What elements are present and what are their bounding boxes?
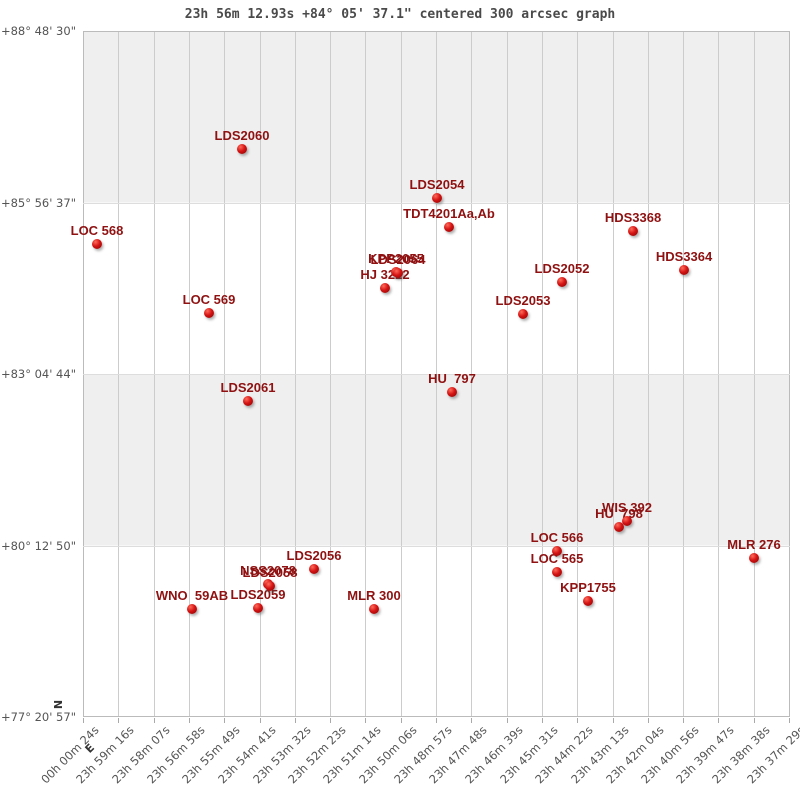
star-point[interactable] xyxy=(628,226,638,236)
star-label[interactable]: HDS3364 xyxy=(655,249,713,264)
x-tickmark-16 xyxy=(648,718,649,723)
star-point[interactable] xyxy=(557,277,567,287)
x-tickmark-9 xyxy=(401,718,402,723)
star-point[interactable] xyxy=(622,516,632,526)
x-tickmark-7 xyxy=(330,718,331,723)
north-indicator: N xyxy=(51,699,65,710)
star-label[interactable]: LDS2060 xyxy=(214,128,270,143)
star-label[interactable]: WNO 59AB xyxy=(155,588,229,603)
star-point[interactable] xyxy=(552,567,562,577)
star-label[interactable]: WIS 392 xyxy=(602,500,652,515)
star-label[interactable]: MLR 276 xyxy=(727,537,781,552)
star-point[interactable] xyxy=(243,396,253,406)
star-label[interactable]: KPP2055 xyxy=(368,251,424,266)
plot-hline-3 xyxy=(83,546,790,547)
star-point[interactable] xyxy=(92,239,102,249)
y-tick-label: +83° 04' 44" xyxy=(0,367,76,381)
x-tickmark-6 xyxy=(295,718,296,723)
star-point[interactable] xyxy=(447,387,457,397)
x-tickmark-14 xyxy=(577,718,578,723)
x-tickmark-11 xyxy=(471,718,472,723)
x-tickmark-15 xyxy=(613,718,614,723)
star-label[interactable]: LDS2064 xyxy=(370,252,426,267)
x-tickmark-19 xyxy=(754,718,755,723)
star-label[interactable]: LDS2058 xyxy=(242,565,298,580)
x-tickmark-17 xyxy=(683,718,684,723)
star-label[interactable]: LDS2053 xyxy=(495,293,551,308)
star-label[interactable]: LOC 566 xyxy=(530,530,584,545)
star-point[interactable] xyxy=(552,546,562,556)
x-tickmark-10 xyxy=(436,718,437,723)
star-point[interactable] xyxy=(444,222,454,232)
x-tickmark-2 xyxy=(154,718,155,723)
plot-area: LDS2060 LOC 568 LDS2054 TDT4201Aa,Ab HDS3368… xyxy=(71,31,790,717)
x-tickmark-0 xyxy=(83,718,84,723)
star-point[interactable] xyxy=(749,553,759,563)
y-tick-label: +88° 48' 30" xyxy=(0,24,76,38)
x-tickmark-4 xyxy=(224,718,225,723)
x-tickmark-18 xyxy=(718,718,719,723)
star-point[interactable] xyxy=(393,268,403,278)
star-label[interactable]: MLR 300 xyxy=(347,588,401,603)
star-point[interactable] xyxy=(432,193,442,203)
x-tickmark-12 xyxy=(507,718,508,723)
star-label[interactable]: LOC 568 xyxy=(70,223,124,238)
plot-hline-4 xyxy=(83,716,790,717)
star-point[interactable] xyxy=(380,283,390,293)
x-tickmark-8 xyxy=(365,718,366,723)
star-label[interactable]: LDS2052 xyxy=(534,261,590,276)
star-label[interactable]: LDS2054 xyxy=(409,177,465,192)
star-point[interactable] xyxy=(187,604,197,614)
plot-hline-0 xyxy=(83,31,790,32)
star-label[interactable]: LDS2059 xyxy=(230,587,286,602)
star-point[interactable] xyxy=(237,144,247,154)
star-label[interactable]: LOC 565 xyxy=(530,551,584,566)
plot-hline-1 xyxy=(83,203,790,204)
star-label[interactable]: LDS2056 xyxy=(286,548,342,563)
star-label[interactable]: LOC 569 xyxy=(182,292,236,307)
chart-title: 23h 56m 12.93s +84° 05' 37.1" centered 3… xyxy=(184,7,616,22)
y-tick-label: +77° 20' 57" xyxy=(0,710,76,724)
star-point[interactable] xyxy=(253,603,263,613)
x-tickmark-20 xyxy=(789,718,790,723)
y-tick-label: +85° 56' 37" xyxy=(0,196,76,210)
star-point[interactable] xyxy=(614,522,624,532)
x-tickmark-5 xyxy=(260,718,261,723)
star-label[interactable]: NSS2078 xyxy=(240,563,296,578)
star-point[interactable] xyxy=(518,309,528,319)
star-label[interactable]: HU 797 xyxy=(428,371,476,386)
x-tickmark-3 xyxy=(189,718,190,723)
star-point[interactable] xyxy=(204,308,214,318)
star-label[interactable]: HU 798 xyxy=(595,506,643,521)
x-tickmark-13 xyxy=(542,718,543,723)
x-tickmark-1 xyxy=(118,718,119,723)
star-label[interactable]: HDS3368 xyxy=(604,210,662,225)
y-tick-label: +80° 12' 50" xyxy=(0,539,76,553)
star-point[interactable] xyxy=(309,564,319,574)
star-point[interactable] xyxy=(583,596,593,606)
star-label[interactable]: KPP1755 xyxy=(560,580,616,595)
star-point[interactable] xyxy=(265,581,275,591)
star-point[interactable] xyxy=(679,265,689,275)
plot-hline-2 xyxy=(83,374,790,375)
star-label[interactable]: LDS2061 xyxy=(220,380,276,395)
star-label[interactable]: TDT4201Aa,Ab xyxy=(403,206,495,221)
star-point[interactable] xyxy=(369,604,379,614)
